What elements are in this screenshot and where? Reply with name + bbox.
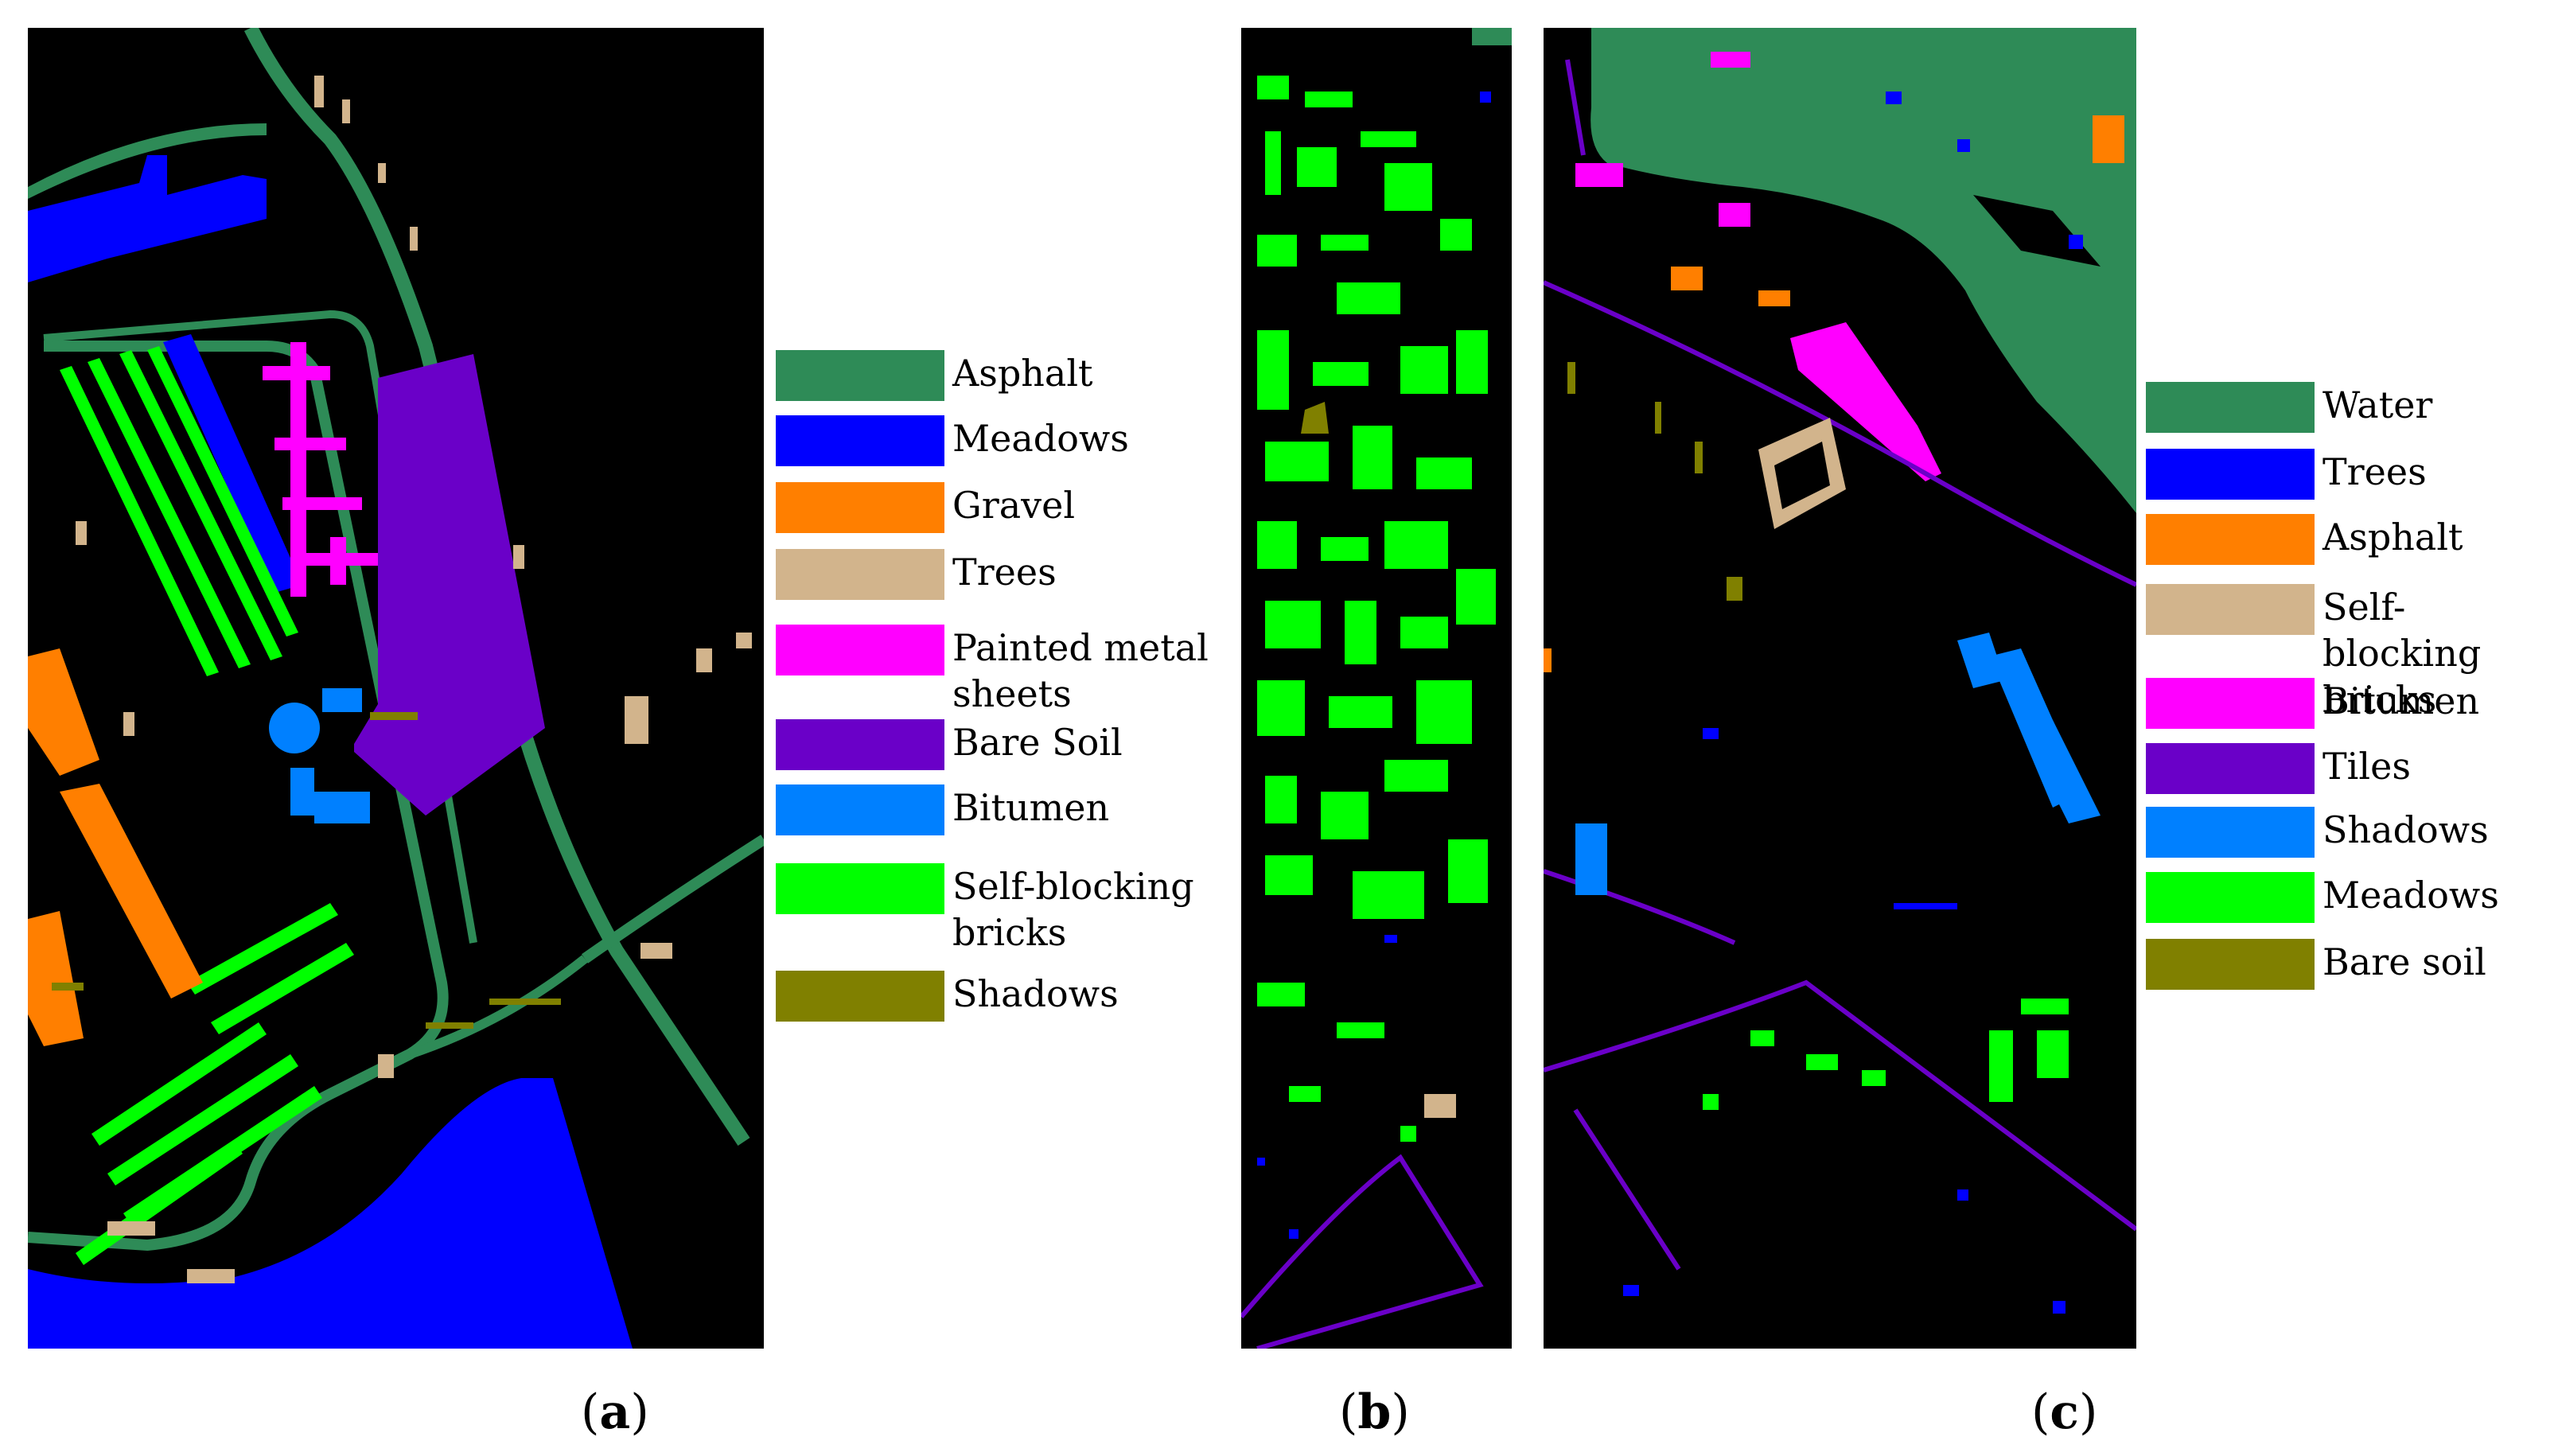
legend-label: Self-blocking bricks — [2322, 586, 2482, 721]
legend-swatch — [2146, 584, 2315, 635]
legend-swatch — [2146, 514, 2315, 565]
legend-swatch — [2146, 678, 2315, 729]
asphalt-road-south — [408, 955, 588, 1059]
bricks-patch — [1424, 1094, 1456, 1118]
meadows-region-bottom — [28, 1078, 633, 1349]
legend-swatch — [776, 625, 944, 675]
legend-label: Painted metal sheets — [952, 626, 1209, 715]
classification-map-c — [1544, 28, 2136, 1349]
tiles-road — [1241, 1154, 1484, 1349]
legend-swatch — [2146, 807, 2315, 858]
trees-dots — [1257, 91, 1491, 1239]
legend-swatch — [776, 719, 944, 770]
bricks-strips — [60, 346, 354, 1265]
panel-label-b: (b) — [1339, 1384, 1410, 1440]
legend-label: Water — [2322, 383, 2433, 426]
bitumen-areas — [1575, 52, 1941, 481]
legend-label: Bare Soil — [952, 721, 1123, 764]
meadows-buildings-c — [1703, 999, 2069, 1110]
asphalt-patches — [1544, 115, 2124, 672]
tiles-roads — [1544, 59, 2136, 1271]
legend-swatch — [776, 482, 944, 533]
bricks-structure-inner — [1774, 442, 1830, 509]
legend-label: Asphalt — [952, 352, 1093, 395]
legend-label: Bitumen — [952, 786, 1110, 829]
legend-label: Shadows — [952, 972, 1119, 1015]
legend-c: Water Trees Asphalt Self-blocking bricks Bit… — [2146, 382, 2558, 1002]
water-corner — [1472, 28, 1512, 45]
legend-label: Trees — [952, 551, 1057, 594]
legend-label: Asphalt — [2322, 516, 2463, 559]
legend-swatch — [2146, 872, 2315, 923]
legend-label: Tiles — [2322, 745, 2411, 788]
meadows-buildings — [1257, 76, 1496, 1142]
legend-label: Bare soil — [2322, 940, 2486, 983]
bare-soil-patch — [1301, 402, 1329, 434]
asphalt-road-inner — [43, 309, 477, 944]
legend-swatch — [776, 415, 944, 466]
legend-swatch — [2146, 939, 2315, 990]
legend-swatch — [776, 784, 944, 835]
gravel-areas — [28, 648, 203, 1046]
water-river — [1590, 28, 2136, 513]
legend-swatch — [2146, 382, 2315, 433]
legend-a: Asphalt Meadows Gravel Trees Painted metal s… — [776, 350, 1209, 1034]
bare-soil-field — [354, 354, 545, 816]
legend-label: Meadows — [2322, 874, 2499, 917]
asphalt-road-main — [243, 28, 750, 1146]
trees-scatter — [76, 76, 752, 1283]
panel-label-a: (a) — [581, 1384, 649, 1440]
bare-soil-marks — [1567, 362, 1742, 601]
legend-label: Meadows — [952, 417, 1129, 460]
map-c-graphic — [1544, 28, 2136, 1314]
legend-label: Shadows — [2322, 808, 2489, 851]
legend-swatch — [2146, 449, 2315, 500]
legend-label: Self-blocking bricks — [952, 865, 1194, 954]
trees-dots-c — [1623, 91, 2083, 1314]
legend-swatch — [776, 350, 944, 401]
legend-swatch — [2146, 743, 2315, 794]
legend-swatch — [776, 971, 944, 1022]
painted-metal-sheets — [263, 342, 378, 597]
meadows-building-top — [28, 155, 267, 282]
map-b-graphic — [1241, 28, 1512, 1349]
bitumen-buildings — [269, 688, 370, 823]
map-a-graphic — [28, 28, 764, 1349]
legend-swatch — [776, 863, 944, 914]
shadows-marks — [52, 712, 561, 1029]
legend-swatch — [776, 549, 944, 600]
shadows-buildings — [1575, 633, 2101, 895]
asphalt-road-east — [581, 835, 764, 964]
panel-label-c: (c) — [2031, 1384, 2098, 1440]
asphalt-road-outer — [28, 123, 267, 199]
classification-map-b — [1241, 28, 1512, 1349]
classification-map-a — [28, 28, 764, 1349]
meadows-strip — [163, 334, 302, 593]
legend-label: Trees — [2322, 450, 2427, 493]
legend-label: Bitumen — [2322, 679, 2480, 722]
legend-label: Gravel — [952, 484, 1076, 527]
